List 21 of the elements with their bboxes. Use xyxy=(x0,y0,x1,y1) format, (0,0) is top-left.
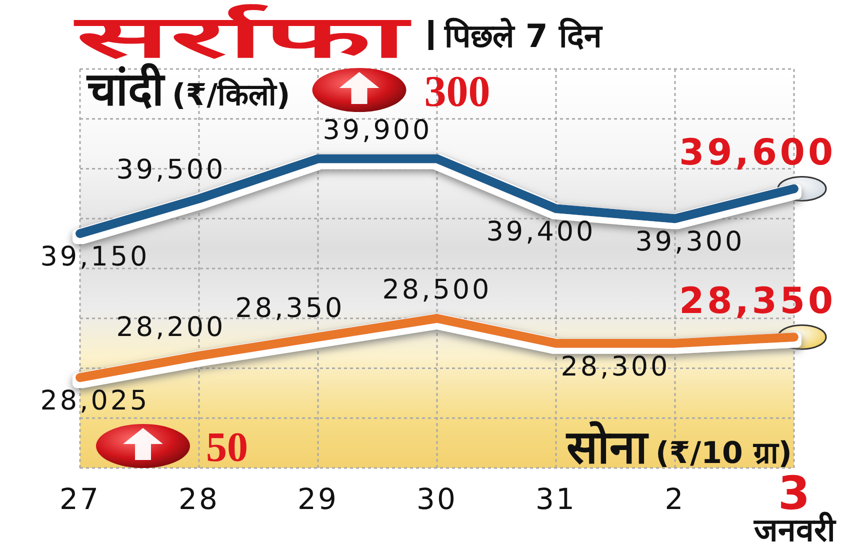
value-label: 28,300 xyxy=(560,351,670,382)
value-label: 28,500 xyxy=(382,274,492,306)
value-label: 28,350 xyxy=(235,293,345,324)
annotation: 50 xyxy=(206,425,248,471)
annotation: 300 xyxy=(424,67,490,116)
value-label: 39,400 xyxy=(486,216,596,248)
subtitle: पिछले 7 दिन xyxy=(444,17,602,55)
value-label: 39,500 xyxy=(116,154,226,186)
x-tick: 31 xyxy=(536,482,576,516)
value-label: 39,600 xyxy=(679,132,836,174)
x-tick: 28 xyxy=(178,482,220,516)
value-label: 28,025 xyxy=(40,386,150,417)
x-tick: 2 xyxy=(664,482,686,516)
value-label: 28,350 xyxy=(679,281,836,322)
value-label: 28,200 xyxy=(116,312,226,343)
value-label: 39,150 xyxy=(40,242,150,273)
value-label: 39,900 xyxy=(322,114,432,146)
x-tick: 27 xyxy=(60,482,100,516)
x-tick: 30 xyxy=(416,482,458,516)
value-label: 39,300 xyxy=(635,226,745,258)
x-tick: 29 xyxy=(298,482,338,516)
